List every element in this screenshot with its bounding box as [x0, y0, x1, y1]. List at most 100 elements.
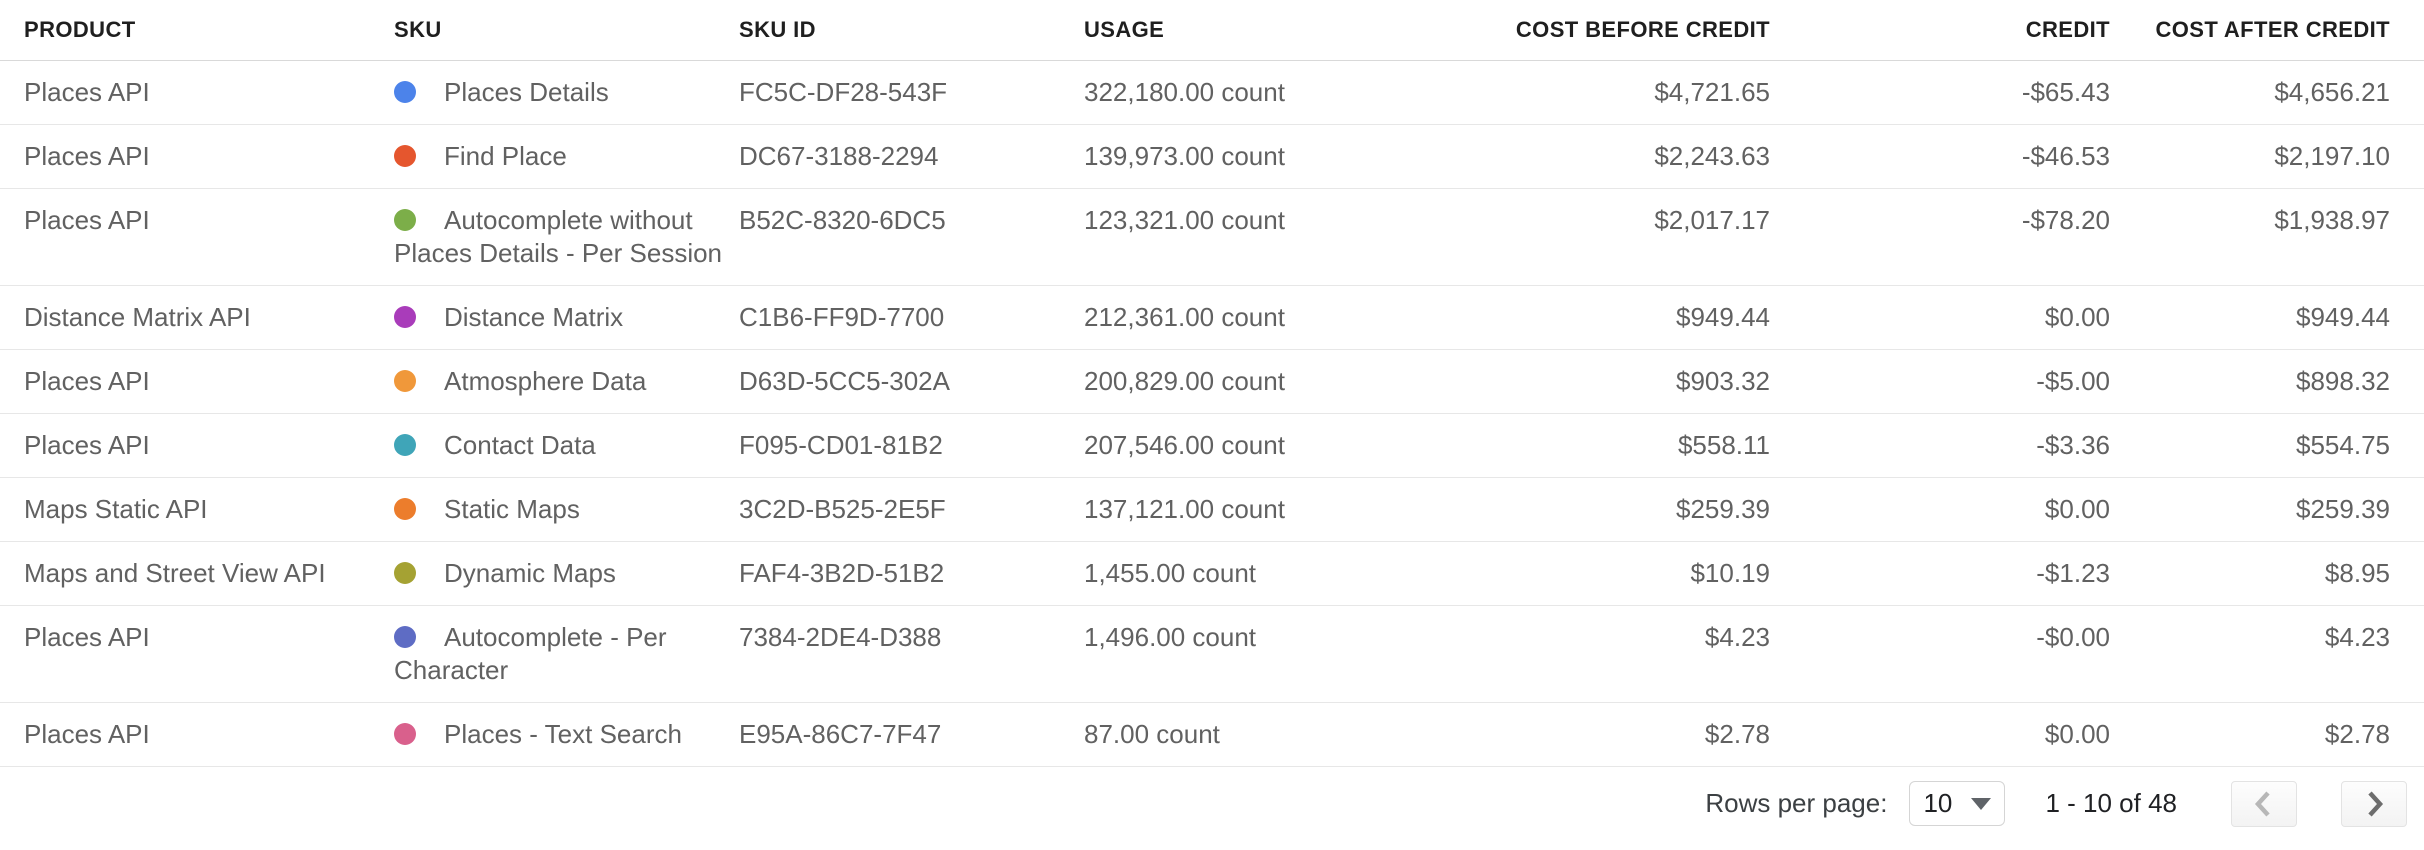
- credit-cell: -$46.53: [2021, 141, 2110, 171]
- sku-cell: Static Maps: [394, 478, 739, 541]
- cost-after-credit-cell: $949.44: [2296, 302, 2390, 332]
- sku-cell: Dynamic Maps: [394, 542, 739, 605]
- sku-label: Find Place: [444, 141, 567, 171]
- sku-id-cell: D63D-5CC5-302A: [739, 366, 950, 396]
- usage-cell: 322,180.00 count: [1084, 77, 1285, 107]
- sku-color-dot-icon: [394, 626, 416, 648]
- credit-cell: -$78.20: [2021, 205, 2110, 235]
- sku-color-dot-icon: [394, 498, 416, 520]
- sku-id-cell: F095-CD01-81B2: [739, 430, 943, 460]
- sku-label: Static Maps: [444, 494, 580, 524]
- product-cell: Places API: [24, 141, 150, 171]
- table-row: Places API Places Details FC5C-DF28-543F 32…: [0, 61, 2424, 125]
- sku-color-dot-icon: [394, 81, 416, 103]
- product-cell: Places API: [24, 205, 150, 235]
- product-cell: Places API: [24, 430, 150, 460]
- cost-after-credit-cell: $2,197.10: [2274, 141, 2390, 171]
- rows-per-page-select[interactable]: 10: [1909, 781, 2006, 826]
- cost-before-credit-cell: $2,017.17: [1654, 205, 1770, 235]
- usage-cell: 87.00 count: [1084, 719, 1220, 749]
- chevron-down-icon: [1971, 797, 1992, 810]
- sku-id-cell: E95A-86C7-7F47: [739, 719, 942, 749]
- column-header-credit: CREDIT: [2025, 17, 2110, 42]
- sku-color-dot-icon: [394, 145, 416, 167]
- usage-cell: 1,455.00 count: [1084, 558, 1257, 588]
- cost-before-credit-cell: $259.39: [1676, 494, 1770, 524]
- product-cell: Places API: [24, 366, 150, 396]
- cost-before-credit-cell: $4.23: [1704, 622, 1770, 652]
- sku-label: Autocomplete without Places Details - Pe…: [394, 205, 723, 268]
- cost-before-credit-cell: $558.11: [1677, 430, 1770, 460]
- sku-label: Distance Matrix: [444, 302, 624, 332]
- chevron-left-icon: [2254, 790, 2270, 817]
- sku-label: Autocomplete - Per Character: [394, 622, 667, 685]
- table-row: Places API Contact Data F095-CD01-81B2 207,…: [0, 414, 2424, 478]
- sku-color-dot-icon: [394, 723, 416, 745]
- next-page-button[interactable]: [2341, 780, 2407, 827]
- sku-label: Dynamic Maps: [444, 558, 616, 588]
- credit-cell: -$3.36: [2036, 430, 2110, 460]
- cost-before-credit-cell: $903.32: [1676, 366, 1770, 396]
- table-row: Distance Matrix API Distance Matrix C1B6-F…: [0, 286, 2424, 350]
- rows-per-page-label: Rows per page:: [1705, 788, 1888, 818]
- pagination-bar: Rows per page: 10 1 - 10 of 48: [0, 767, 2424, 840]
- cost-after-credit-cell: $898.32: [2296, 366, 2390, 396]
- sku-id-cell: 3C2D-B525-2E5F: [739, 494, 946, 524]
- cost-after-credit-cell: $554.75: [2296, 430, 2390, 460]
- previous-page-button[interactable]: [2231, 780, 2297, 827]
- credit-cell: -$5.00: [2036, 366, 2110, 396]
- product-cell: Maps Static API: [24, 494, 208, 524]
- sku-cell: Distance Matrix: [394, 286, 739, 349]
- usage-cell: 212,361.00 count: [1084, 302, 1285, 332]
- sku-id-cell: DC67-3188-2294: [739, 141, 939, 171]
- table-row: Places API Find Place DC67-3188-2294 139,97…: [0, 125, 2424, 189]
- column-header-cost_before: COST BEFORE CREDIT: [1515, 17, 1770, 42]
- table-row: Places API Autocomplete without Places De…: [0, 189, 2424, 286]
- table-row: Maps and Street View API Dynamic Maps FAF4…: [0, 542, 2424, 606]
- cost-after-credit-cell: $2.78: [2324, 719, 2390, 749]
- usage-cell: 139,973.00 count: [1084, 141, 1285, 171]
- cost-after-credit-cell: $1,938.97: [2274, 205, 2390, 235]
- column-header-product: PRODUCT: [24, 17, 136, 42]
- sku-id-cell: 7384-2DE4-D388: [739, 622, 942, 652]
- sku-id-cell: FAF4-3B2D-51B2: [739, 558, 945, 588]
- sku-color-dot-icon: [394, 370, 416, 392]
- usage-cell: 1,496.00 count: [1084, 622, 1257, 652]
- cost-before-credit-cell: $10.19: [1690, 558, 1770, 588]
- credit-cell: $0.00: [2044, 719, 2110, 749]
- sku-cell: Places - Text Search: [394, 703, 739, 766]
- product-cell: Maps and Street View API: [24, 558, 326, 588]
- usage-cell: 123,321.00 count: [1084, 205, 1285, 235]
- sku-id-cell: B52C-8320-6DC5: [739, 205, 946, 235]
- cost-after-credit-cell: $259.39: [2296, 494, 2390, 524]
- cost-before-credit-cell: $2.78: [1704, 719, 1770, 749]
- sku-color-dot-icon: [394, 306, 416, 328]
- usage-cell: 137,121.00 count: [1084, 494, 1285, 524]
- product-cell: Places API: [24, 719, 150, 749]
- sku-cell: Atmosphere Data: [394, 350, 739, 413]
- cost-after-credit-cell: $4,656.21: [2274, 77, 2390, 107]
- sku-label: Places Details: [444, 77, 609, 107]
- sku-color-dot-icon: [394, 562, 416, 584]
- sku-cell: Places Details: [394, 61, 739, 124]
- column-header-cost_after: COST AFTER CREDIT: [2155, 17, 2390, 42]
- table-row: Maps Static API Static Maps 3C2D-B525-2E5F…: [0, 478, 2424, 542]
- cost-before-credit-cell: $4,721.65: [1654, 77, 1770, 107]
- usage-cell: 200,829.00 count: [1084, 366, 1285, 396]
- cost-after-credit-cell: $8.95: [2324, 558, 2390, 588]
- table-row: Places API Places - Text Search E95A-86C7-…: [0, 703, 2424, 767]
- sku-cell: Autocomplete - Per Character: [394, 606, 739, 702]
- sku-color-dot-icon: [394, 434, 416, 456]
- sku-id-cell: C1B6-FF9D-7700: [739, 302, 945, 332]
- product-cell: Places API: [24, 622, 150, 652]
- sku-cell: Autocomplete without Places Details - Pe…: [394, 189, 739, 285]
- column-header-sku_id: SKU ID: [739, 17, 816, 42]
- chevron-right-icon: [2368, 790, 2384, 817]
- credit-cell: $0.00: [2044, 494, 2110, 524]
- cost-after-credit-cell: $4.23: [2324, 622, 2390, 652]
- table-header-row: PRODUCT SKU SKU ID USAGE COST BEFORE CREDIT C…: [0, 0, 2424, 61]
- sku-label: Atmosphere Data: [444, 366, 647, 396]
- table-row: Places API Autocomplete - Per Character 73…: [0, 606, 2424, 703]
- pagination-range: 1 - 10 of 48: [2045, 788, 2177, 818]
